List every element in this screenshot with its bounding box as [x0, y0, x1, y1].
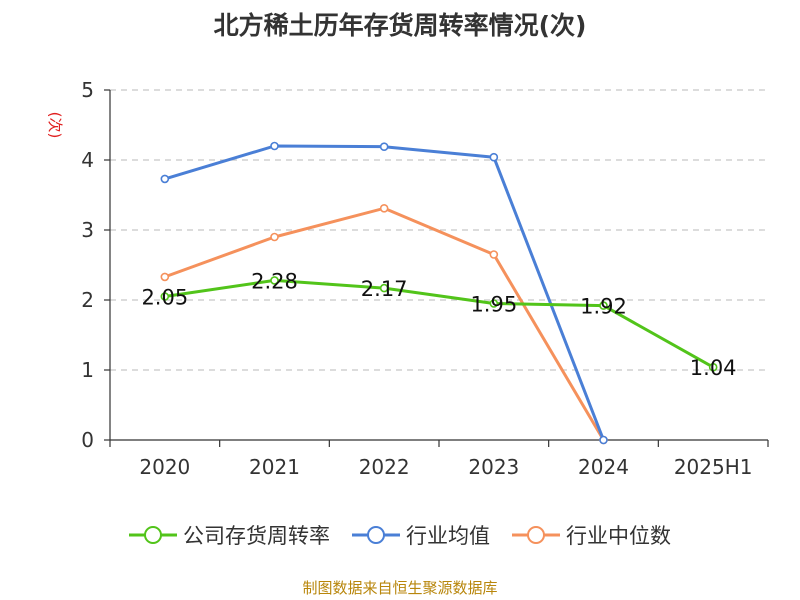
source-note: 制图数据来自恒生聚源数据库	[302, 579, 498, 597]
data-label: 2.17	[361, 277, 408, 301]
data-point	[270, 141, 279, 151]
data-point	[160, 174, 170, 184]
legend-label: 公司存货周转率	[183, 524, 330, 548]
y-tick-label: 4	[81, 148, 94, 172]
legend-swatch-icon	[512, 526, 560, 544]
data-point	[160, 292, 170, 301]
data-point	[599, 435, 608, 445]
legend-label: 行业均值	[406, 524, 490, 548]
data-labels: 2.05 2.28 2.17 1.95 1.92 1.04	[141, 269, 736, 380]
data-point	[379, 204, 389, 213]
x-tick-label: 2020	[139, 455, 190, 479]
data-label: 1.95	[470, 293, 517, 317]
series-line	[164, 278, 714, 369]
x-tick-label: 2022	[359, 455, 410, 479]
y-tick-label: 3	[81, 218, 94, 242]
x-tick-label: 2021	[249, 455, 300, 479]
legend-item[interactable]: 行业均值	[352, 520, 490, 550]
legend-item[interactable]: 公司存货周转率	[129, 520, 330, 550]
axes: 0 1 2 3 4 5 2020 2021 2022 2023 2024 2025H1	[81, 78, 769, 479]
y-tick-label: 1	[81, 358, 94, 382]
data-point	[270, 232, 279, 242]
data-point	[489, 299, 499, 308]
data-label: 2.05	[141, 286, 188, 310]
data-point	[708, 362, 718, 372]
series-line	[164, 206, 605, 441]
chart-title: 北方稀土历年存货周转率情况(次)	[213, 11, 587, 40]
y-tick-label: 5	[81, 78, 94, 102]
x-tick-label: 2025H1	[674, 455, 753, 479]
data-point	[379, 283, 389, 293]
x-tick-label: 2024	[578, 455, 629, 479]
data-point	[160, 272, 170, 282]
legend-label: 行业中位数	[566, 524, 671, 548]
y-tick-label: 0	[81, 428, 94, 452]
y-tick-label: 2	[81, 288, 94, 312]
legend-swatch-icon	[129, 526, 177, 544]
legend-item[interactable]: 行业中位数	[512, 520, 671, 550]
data-point	[270, 276, 279, 285]
series-lines	[160, 141, 718, 445]
data-label: 1.04	[690, 356, 737, 380]
data-point	[489, 250, 499, 259]
legend: 公司存货周转率 行业均值 行业中位数	[0, 520, 800, 550]
data-point	[489, 152, 499, 162]
data-point	[599, 301, 608, 310]
data-point	[379, 142, 389, 151]
y-axis-label: (次)	[46, 112, 64, 139]
data-label: 1.92	[580, 295, 627, 319]
legend-swatch-icon	[352, 526, 400, 544]
x-tick-label: 2023	[468, 455, 519, 479]
data-label: 2.28	[251, 269, 298, 293]
